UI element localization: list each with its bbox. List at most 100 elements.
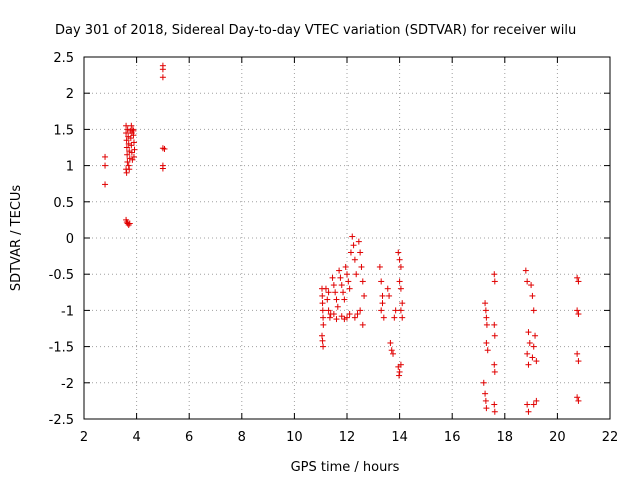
data-point — [126, 220, 133, 227]
data-point — [320, 314, 327, 321]
data-point — [125, 221, 132, 228]
data-point — [159, 74, 166, 81]
data-point — [530, 343, 537, 350]
data-point — [491, 361, 498, 368]
data-point — [483, 405, 490, 412]
x-tick-label: 18 — [497, 430, 514, 445]
data-point — [491, 278, 498, 285]
data-point — [532, 332, 539, 339]
data-point — [355, 238, 362, 245]
data-point — [342, 263, 349, 270]
data-point — [123, 169, 130, 176]
data-point — [384, 285, 391, 292]
data-point — [330, 282, 337, 289]
data-point — [346, 285, 353, 292]
data-point — [528, 282, 535, 289]
data-point — [349, 233, 356, 240]
data-point — [491, 408, 498, 415]
data-point — [102, 153, 109, 160]
data-point — [125, 162, 132, 169]
data-point — [319, 307, 326, 314]
data-point — [127, 135, 134, 142]
data-point — [126, 155, 133, 162]
data-point — [345, 278, 352, 285]
data-point — [126, 166, 133, 173]
y-tick-label: 0 — [66, 232, 74, 247]
data-point — [379, 300, 386, 307]
data-point — [130, 127, 137, 134]
data-point — [575, 278, 582, 285]
data-point — [399, 314, 406, 321]
data-point — [319, 292, 326, 299]
y-tick-label: 1 — [66, 160, 74, 175]
x-tick-label: 6 — [185, 430, 193, 445]
data-point — [358, 263, 365, 270]
data-point — [533, 397, 540, 404]
data-point — [337, 274, 344, 281]
data-point — [338, 282, 345, 289]
data-point — [128, 142, 135, 149]
data-point — [397, 361, 404, 368]
data-point — [159, 145, 166, 152]
data-point — [529, 292, 536, 299]
data-point — [325, 307, 332, 314]
data-point — [483, 314, 490, 321]
data-point — [391, 314, 398, 321]
data-point — [491, 332, 498, 339]
data-point — [524, 278, 531, 285]
data-point — [522, 267, 529, 274]
data-point — [357, 249, 364, 256]
data-point — [125, 140, 132, 147]
data-point — [338, 313, 345, 320]
data-point — [574, 394, 581, 401]
data-point — [124, 158, 131, 165]
y-tick-label: -2.5 — [49, 413, 74, 428]
data-point — [333, 316, 340, 323]
data-point — [480, 379, 487, 386]
data-point — [329, 274, 336, 281]
data-point — [482, 397, 489, 404]
data-point — [319, 337, 326, 344]
data-point — [397, 263, 404, 270]
data-point — [123, 122, 130, 129]
data-point — [378, 278, 385, 285]
data-point — [123, 130, 130, 137]
data-point — [344, 271, 350, 278]
data-point — [533, 358, 540, 365]
data-point — [574, 274, 581, 281]
data-point — [575, 358, 582, 365]
y-tick-label: 2.5 — [53, 51, 74, 66]
data-point — [330, 311, 337, 318]
data-point — [125, 133, 132, 140]
x-tick-label: 14 — [391, 430, 408, 445]
y-tick-label: 1.5 — [53, 123, 74, 138]
data-point — [525, 361, 532, 368]
data-point — [396, 278, 403, 285]
data-point — [124, 126, 131, 133]
data-point — [575, 397, 582, 404]
data-point — [354, 311, 361, 318]
y-tick-label: 2 — [66, 87, 74, 102]
data-point — [350, 242, 357, 249]
chart-title: Day 301 of 2018, Sidereal Day-to-day VTE… — [55, 23, 576, 38]
data-point — [380, 314, 387, 321]
data-point — [320, 343, 327, 350]
data-point — [530, 307, 537, 314]
data-point — [483, 321, 490, 328]
data-point — [491, 401, 498, 408]
x-tick-label: 2 — [80, 430, 88, 445]
data-point — [524, 401, 531, 408]
data-point — [386, 292, 393, 299]
data-point — [574, 307, 581, 314]
x-tick-label: 10 — [286, 430, 303, 445]
data-point — [123, 144, 130, 151]
data-point — [484, 347, 491, 354]
y-tick-label: -0.5 — [49, 268, 74, 283]
data-point — [102, 162, 109, 169]
data-point — [361, 292, 368, 299]
data-point — [341, 316, 348, 323]
data-point — [491, 271, 498, 278]
data-point — [524, 350, 531, 357]
data-point — [319, 332, 326, 339]
